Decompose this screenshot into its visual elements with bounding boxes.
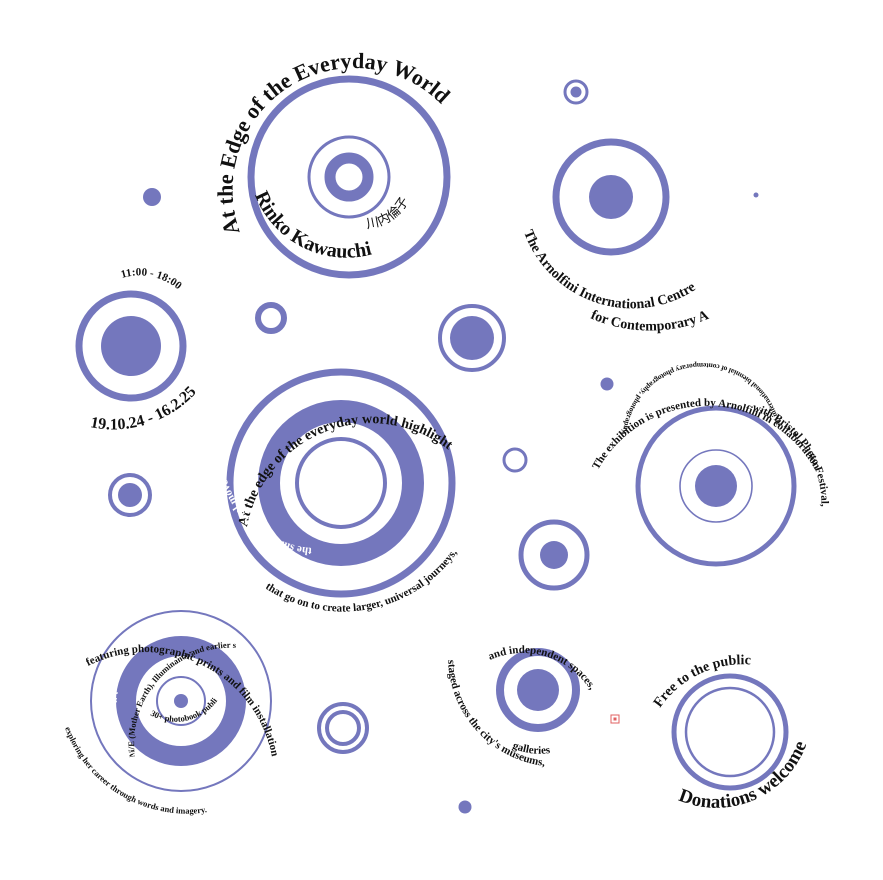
title-ring-mid: [307, 135, 391, 219]
small-ring-top-core: [570, 86, 582, 98]
works-band: [116, 636, 246, 766]
artist-name-japanese-path: 川内倫子: [365, 194, 412, 231]
exhibition-title: At the Edge of the Everyday World: [213, 48, 456, 238]
small-ring-left: [255, 302, 287, 334]
collab-ring-inner: [679, 449, 753, 523]
ring-mid-right-core: [540, 541, 568, 569]
collaboration-line-2: with Bristol Photo Festival,: [751, 401, 830, 507]
date-dot: [101, 316, 161, 376]
city-ring: [496, 648, 580, 732]
venue-ring: [552, 138, 670, 256]
works-line-2-path: M/E (Mother Earth), Illuminance and earl…: [0, 0, 237, 758]
desc-ring-band: [258, 400, 424, 566]
small-ring-left-mid-core: [118, 483, 142, 507]
title-ring-core: [324, 152, 374, 202]
red-square-mark: [610, 714, 620, 724]
ring-mid-right: [518, 519, 590, 591]
works-dot: [174, 694, 188, 708]
collab-dot: [695, 465, 737, 507]
opening-hours: 11:00 - 18:00: [120, 266, 185, 292]
collaboration-line-2-path: with Bristol Photo Festival,: [751, 401, 830, 507]
works-ring-outer: [90, 610, 272, 792]
works-line-2: M/E (Mother Earth), Illuminance and earl…: [0, 0, 237, 758]
dot-left-top: [143, 188, 161, 206]
exhibition-title-path: At the Edge of the Everyday World: [213, 48, 456, 238]
double-ring-outer: [317, 702, 369, 754]
venue-dot: [589, 175, 633, 219]
admission-ring-outer: [671, 673, 789, 791]
tiny-ring: [502, 447, 528, 473]
desc-ring-outer: [226, 368, 456, 598]
small-ring-left-mid: [108, 473, 152, 517]
desc-ring-inner: [295, 437, 387, 529]
title-ring-outer: [247, 75, 451, 279]
small-ring-top: [563, 79, 589, 105]
ring-center-right-core: [450, 316, 494, 360]
venue-line-1-path: The Arnolfini International Centre: [520, 228, 698, 313]
city-dot: [517, 669, 559, 711]
date-ring: [75, 290, 187, 402]
artist-name-japanese: 川内倫子: [365, 194, 412, 231]
ring-center-right: [438, 304, 506, 372]
tiny-dot-right: [753, 192, 759, 198]
opening-hours-path: 11:00 - 18:00: [120, 266, 185, 292]
red-square-mark-core: [613, 717, 617, 721]
dot-bottom: [458, 800, 472, 814]
collab-ring-outer: [635, 405, 797, 567]
double-ring-inner: [325, 710, 361, 746]
works-ring-inner: [156, 676, 206, 726]
admission-ring-inner: [684, 686, 776, 778]
dot-mid-right: [600, 377, 614, 391]
venue-line-1: The Arnolfini International Centre: [520, 228, 698, 313]
